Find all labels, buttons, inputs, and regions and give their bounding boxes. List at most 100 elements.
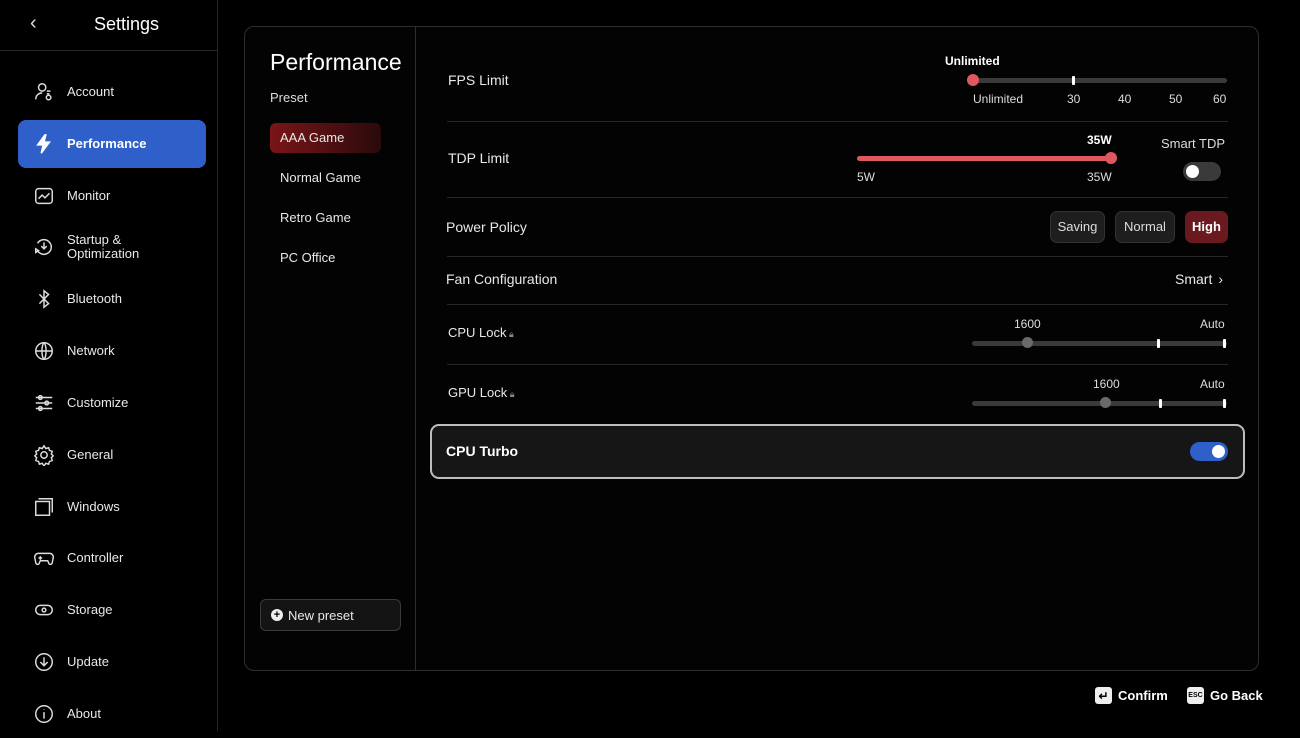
power-high-button[interactable]: High [1185,211,1228,243]
globe-icon [32,339,56,363]
sidebar-item-globe[interactable]: Network [18,327,206,375]
sidebar-item-label: Monitor [67,188,111,203]
gear-icon [32,443,56,467]
slider-tick [1157,339,1160,348]
sidebar-item-storage[interactable]: Storage [18,586,206,634]
new-preset-label: New preset [288,607,354,623]
divider [447,197,1228,198]
tdp-min-label: 5W [857,170,875,184]
enter-key-icon: ↵ [1095,687,1112,704]
sidebar-item-download[interactable]: Update [18,638,206,686]
sidebar-item-label: Bluetooth [67,291,122,306]
cpu-turbo-row[interactable]: CPU Turbo [430,424,1245,479]
account-icon [32,80,56,104]
lock-icon: 🔒︎ [506,329,514,339]
smart-tdp-label: Smart TDP [1161,136,1226,151]
sidebar-item-info[interactable]: About [18,690,206,738]
gpu-lock-knob[interactable] [1100,397,1111,408]
new-preset-button[interactable]: + New preset [260,599,401,631]
confirm-label: Confirm [1118,688,1168,703]
storage-icon [32,598,56,622]
gpu-lock-slider[interactable] [972,401,1227,406]
fps-tick-label: 30 [1067,92,1081,106]
cpu-lock-end: Auto [1200,317,1225,331]
performance-panel: Performance Preset AAA Game Normal Game … [244,26,1259,671]
cpu-lock-slider[interactable] [972,341,1227,346]
divider [447,304,1228,305]
sidebar-item-label: Performance [67,136,147,151]
bluetooth-icon [32,287,56,311]
gpu-lock-label: GPU Lock 🔒︎ [448,385,515,400]
sidebar-item-gear[interactable]: General [18,431,206,479]
fps-tick-label: 60 [1213,92,1227,106]
preset-heading: Preset [270,90,308,105]
cpu-turbo-label: CPU Turbo [446,443,519,459]
sidebar-item-label: Windows [67,499,120,514]
cpu-turbo-toggle[interactable] [1190,442,1228,461]
preset-aaa-game[interactable]: AAA Game [270,123,381,153]
fan-configuration-label: Fan Configuration [446,271,558,287]
fps-tick-label: 40 [1118,92,1132,106]
gpu-lock-value: 1600 [1093,377,1120,391]
fps-slider[interactable] [970,78,1227,83]
power-saving-button[interactable]: Saving [1050,211,1105,243]
divider [447,256,1228,257]
power-normal-button[interactable]: Normal [1115,211,1175,243]
preset-pc-office[interactable]: PC Office [280,250,336,265]
slider-tick [1159,399,1162,408]
confirm-button[interactable]: ↵ Confirm [1095,687,1168,704]
tdp-slider-knob[interactable] [1105,152,1117,164]
go-back-button[interactable]: ESC Go Back [1187,687,1263,704]
sidebar-item-label: Controller [67,550,124,565]
cpu-lock-label: CPU Lock 🔒︎ [448,325,514,340]
fps-tick-label: 50 [1169,92,1183,106]
sliders-icon [32,391,56,415]
fps-limit-label: FPS Limit [448,72,509,88]
sidebar-item-startup[interactable]: Startup & Optimization [18,223,206,271]
sidebar-item-bluetooth[interactable]: Bluetooth [18,275,206,323]
sidebar-item-account[interactable]: Account [18,68,206,116]
preset-list: Performance Preset AAA Game Normal Game … [245,27,416,670]
download-icon [32,650,56,674]
esc-key-icon: ESC [1187,687,1204,704]
power-policy-label: Power Policy [446,219,527,235]
sidebar-item-label: Startup & Optimization [67,232,140,261]
sidebar-item-sliders[interactable]: Customize [18,379,206,427]
divider [447,364,1228,365]
startup-icon [32,235,56,259]
monitor-icon [32,184,56,208]
sidebar-item-lightning[interactable]: Performance [18,120,206,168]
sidebar-item-label: General [67,447,114,462]
fps-slider-knob[interactable] [967,74,979,86]
tdp-limit-label: TDP Limit [448,150,510,166]
back-chevron-icon[interactable]: ‹ [30,12,37,34]
fan-configuration-selector[interactable]: Smart › [1175,271,1223,287]
page-title: Performance [270,49,402,75]
sidebar-item-label: Account [67,84,114,99]
lock-icon: 🔒︎ [507,389,515,399]
sidebar-item-label: Customize [67,395,129,410]
sidebar-item-monitor[interactable]: Monitor [18,172,206,220]
gpu-lock-end: Auto [1200,377,1225,391]
divider [447,121,1228,122]
sidebar: ‹ Settings Account Performance Monitor Star… [0,0,218,731]
sidebar-item-windows[interactable]: Windows [18,483,206,531]
preset-normal-game[interactable]: Normal Game [280,170,361,185]
cpu-lock-value: 1600 [1014,317,1041,331]
fps-tick [1072,76,1075,85]
preset-retro-game[interactable]: Retro Game [280,210,351,225]
smart-tdp-toggle[interactable] [1183,162,1221,181]
sidebar-item-gamepad[interactable]: Controller [18,534,206,582]
tdp-slider[interactable] [857,156,1113,161]
fps-tick-label: Unlimited [973,92,1024,106]
sidebar-header: ‹ Settings [0,0,218,51]
sidebar-item-label: Storage [67,602,113,617]
sidebar-item-label: Update [67,654,109,669]
gamepad-icon [32,546,56,570]
sidebar-item-label: About [67,706,101,721]
lightning-icon [32,132,56,156]
slider-tick [1223,339,1226,348]
sidebar-item-label: Network [67,343,115,358]
cpu-lock-knob[interactable] [1022,337,1033,348]
info-icon [32,702,56,726]
